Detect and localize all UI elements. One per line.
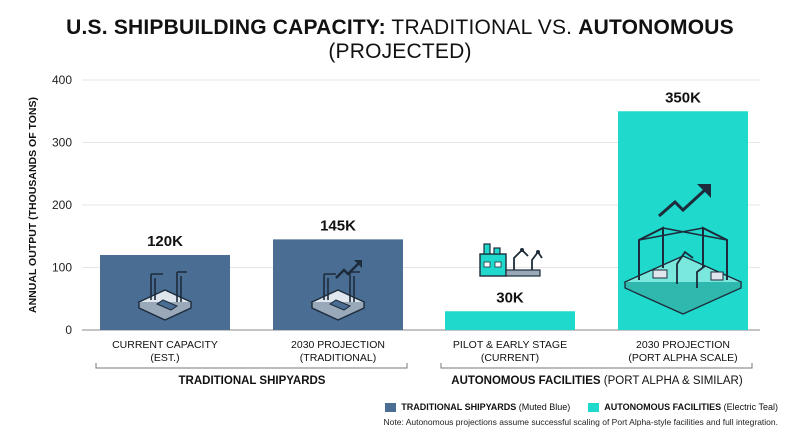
legend-item-traditional: TRADITIONAL SHIPYARDS (Muted Blue)	[385, 402, 570, 412]
y-tick-label: 400	[52, 73, 72, 87]
y-axis-label: ANNUAL OUTPUT (THOUSANDS OF TONS)	[27, 97, 39, 313]
title-part-4: (PROJECTED)	[328, 40, 472, 63]
x-tick-label: PILOT & EARLY STAGE	[453, 339, 567, 351]
legend: TRADITIONAL SHIPYARDS (Muted Blue) AUTON…	[385, 402, 778, 412]
group-label-autonomous: AUTONOMOUS FACILITIES (PORT ALPHA & SIMI…	[451, 375, 743, 387]
y-tick-label: 100	[52, 261, 72, 275]
x-tick-label-sub: (PORT ALPHA SCALE)	[628, 352, 737, 364]
legend-item-autonomous: AUTONOMOUS FACILITIES (Electric Teal)	[588, 402, 778, 412]
footnote: Note: Autonomous projections assume succ…	[383, 417, 778, 427]
x-tick-label-sub: (CURRENT)	[481, 352, 539, 364]
chart-title: U.S. SHIPBUILDING CAPACITY: TRADITIONAL …	[0, 16, 800, 64]
bar-value-label: 30K	[496, 289, 524, 306]
x-tick-label: 2030 PROJECTION	[636, 339, 730, 351]
group-label-traditional: TRADITIONAL SHIPYARDS	[178, 375, 326, 387]
autonomous-plant-icon	[623, 184, 743, 315]
shipyard-growth-icon	[310, 260, 366, 321]
x-tick-label: CURRENT CAPACITY	[112, 339, 218, 351]
legend-swatch-autonomous	[588, 402, 600, 412]
group-bracket	[440, 363, 753, 369]
title-part-3: AUTONOMOUS	[578, 16, 734, 39]
x-tick-label-sub: (TRADITIONAL)	[300, 352, 376, 364]
x-tick-label-sub: (EST.)	[150, 352, 179, 364]
robotic-factory-icon	[479, 243, 543, 277]
y-tick-label: 0	[65, 323, 72, 337]
x-tick-label: 2030 PROJECTION	[291, 339, 385, 351]
legend-swatch-traditional	[385, 402, 397, 412]
title-part-1: U.S. SHIPBUILDING CAPACITY:	[66, 16, 386, 39]
group-bracket	[95, 363, 408, 369]
y-tick-label: 200	[52, 198, 72, 212]
bar-value-label: 120K	[147, 233, 183, 250]
title-part-2: TRADITIONAL VS.	[385, 16, 579, 39]
bar-value-label: 145K	[320, 217, 356, 234]
shipyard-icon	[137, 271, 193, 321]
bar	[445, 311, 575, 330]
bar-value-label: 350K	[665, 89, 701, 106]
y-tick-label: 300	[52, 136, 72, 150]
